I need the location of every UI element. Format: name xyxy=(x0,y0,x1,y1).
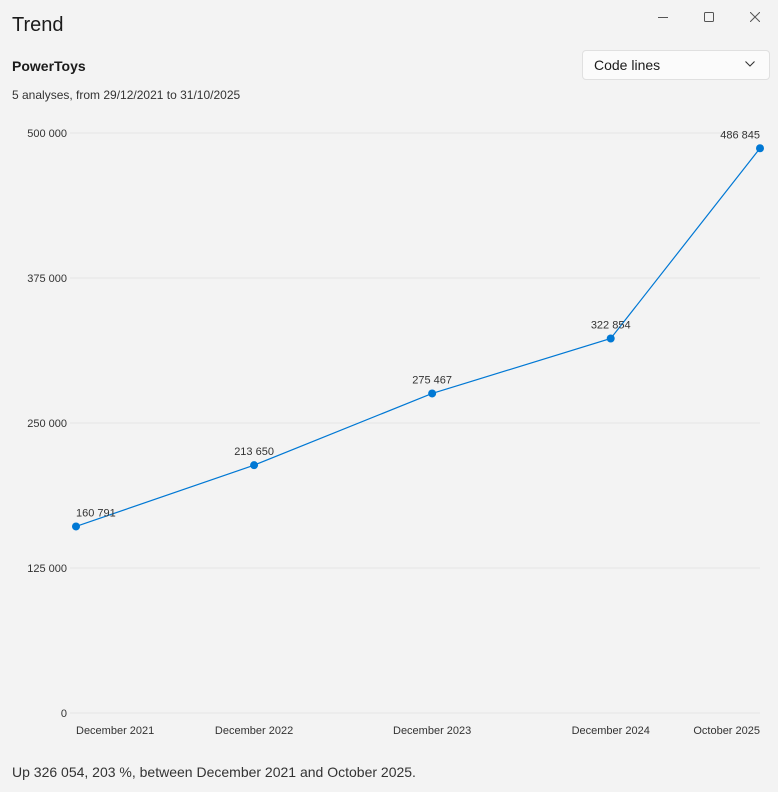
data-point xyxy=(72,522,80,531)
chevron-down-icon xyxy=(745,61,755,67)
metric-selector[interactable]: Code lines xyxy=(582,50,770,80)
y-tick-label: 250 000 xyxy=(27,418,67,430)
maximize-icon xyxy=(704,12,714,22)
window-title: Trend xyxy=(12,14,64,36)
y-tick-label: 0 xyxy=(61,708,67,720)
y-tick-label: 375 000 xyxy=(27,273,67,285)
y-tick-label: 500 000 xyxy=(27,128,67,140)
analyses-subtitle: 5 analyses, from 29/12/2021 to 31/10/202… xyxy=(12,88,241,102)
maximize-button[interactable] xyxy=(686,6,732,28)
metric-selector-value: Code lines xyxy=(594,57,661,73)
window-controls xyxy=(640,6,778,28)
data-label: 486 845 xyxy=(720,129,760,141)
data-point xyxy=(428,389,437,398)
close-button[interactable] xyxy=(732,6,778,28)
data-point xyxy=(250,461,259,470)
series-line xyxy=(75,147,761,528)
x-tick-label: December 2023 xyxy=(393,725,471,737)
data-label: 213 650 xyxy=(234,446,274,458)
data-point xyxy=(756,144,764,153)
data-point xyxy=(606,334,615,343)
data-label: 275 467 xyxy=(412,374,452,386)
minimize-icon xyxy=(658,17,668,18)
data-label: 160 791 xyxy=(76,507,116,519)
x-tick-label: October 2025 xyxy=(693,725,760,737)
x-tick-label: December 2022 xyxy=(215,725,293,737)
close-icon xyxy=(750,12,760,22)
data-label: 322 854 xyxy=(591,319,631,331)
project-name: PowerToys xyxy=(12,58,86,74)
x-tick-label: December 2021 xyxy=(76,725,154,737)
minimize-button[interactable] xyxy=(640,6,686,28)
x-tick-label: December 2024 xyxy=(572,725,650,737)
y-tick-label: 125 000 xyxy=(27,563,67,575)
trend-chart: 0 125 000 250 000 375 000 500 000 December 20… xyxy=(27,128,764,737)
trend-summary: Up 326 054, 203 %, between December 2021… xyxy=(12,764,416,780)
